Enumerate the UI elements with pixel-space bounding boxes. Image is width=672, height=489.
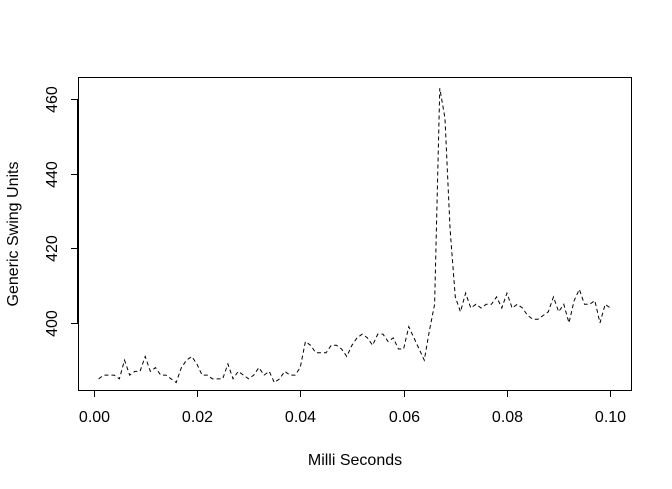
x-axis-label: Milli Seconds bbox=[308, 452, 402, 469]
x-tick-label: 0.10 bbox=[595, 409, 626, 426]
y-tick-label: 460 bbox=[44, 86, 61, 113]
x-axis: 0.00 0.02 0.04 0.06 0.08 0.10 bbox=[79, 390, 626, 426]
y-axis: 400 420 440 460 bbox=[44, 86, 78, 337]
y-axis-label: Generic Swing Units bbox=[5, 162, 22, 307]
y-tick-label: 440 bbox=[44, 161, 61, 188]
plot-frame bbox=[78, 77, 632, 391]
x-tick-label: 0.04 bbox=[285, 409, 316, 426]
x-tick-label: 0.00 bbox=[79, 409, 110, 426]
series-line bbox=[98, 88, 611, 384]
x-tick-label: 0.08 bbox=[492, 409, 523, 426]
x-tick-label: 0.02 bbox=[182, 409, 213, 426]
y-tick-label: 400 bbox=[44, 310, 61, 337]
x-tick-label: 0.06 bbox=[389, 409, 420, 426]
y-tick-label: 420 bbox=[44, 235, 61, 262]
